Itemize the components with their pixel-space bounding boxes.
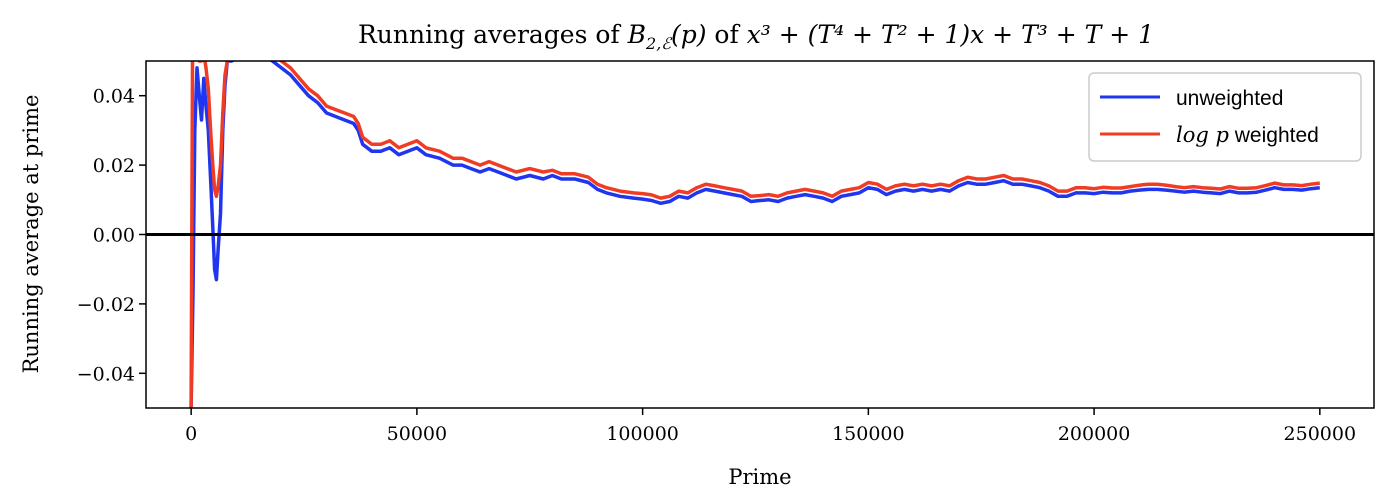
legend-label-log-rest: weighted <box>1229 124 1319 147</box>
x-tick-label: 100000 <box>606 423 679 445</box>
y-tick-label: 0.04 <box>93 86 135 108</box>
x-tick-label: 50000 <box>387 423 447 445</box>
series-line-log-weighted <box>189 61 1321 408</box>
x-tick-label: 150000 <box>832 423 905 445</box>
legend-label-unweighted: unweighted <box>1176 87 1283 110</box>
chart-title-prefix: Running averages of <box>358 20 628 49</box>
series-layer <box>189 61 1321 408</box>
chart-title-b: B <box>627 20 646 49</box>
y-axis: −0.04 −0.02 0.00 0.02 0.04 <box>77 86 146 385</box>
y-tick-label: −0.04 <box>77 363 135 385</box>
legend-label-log-weighted: log p weighted <box>1176 123 1319 147</box>
y-axis-label: Running average at prime <box>19 95 43 374</box>
legend-box <box>1088 72 1362 162</box>
x-axis: 0 50000 100000 150000 200000 250000 <box>185 408 1356 445</box>
x-axis-label: Prime <box>728 465 791 489</box>
chart-title-b-sub: 2,ℰ <box>645 34 673 53</box>
x-tick-label: 0 <box>185 423 197 445</box>
legend-label-log-math: log p <box>1176 123 1229 147</box>
x-tick-label: 250000 <box>1284 423 1357 445</box>
legend: unweighted log p weighted <box>1088 72 1362 162</box>
chart-title-middle: of <box>706 20 746 49</box>
x-tick-label: 200000 <box>1058 423 1131 445</box>
chart-title-b-arg: (p) <box>671 20 707 49</box>
chart-title-formula: x³ + (T⁴ + T² + 1)x + T³ + T + 1 <box>747 20 1154 49</box>
y-tick-label: 0.00 <box>93 225 135 247</box>
y-tick-label: −0.02 <box>77 294 135 316</box>
series-line-unweighted <box>189 61 1320 408</box>
y-tick-label: 0.02 <box>93 155 135 177</box>
chart-title: Running averages of B2,ℰ(p) of x³ + (T⁴ … <box>358 20 1154 53</box>
